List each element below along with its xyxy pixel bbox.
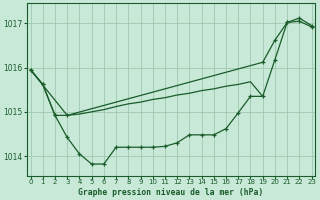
X-axis label: Graphe pression niveau de la mer (hPa): Graphe pression niveau de la mer (hPa)	[78, 188, 264, 197]
